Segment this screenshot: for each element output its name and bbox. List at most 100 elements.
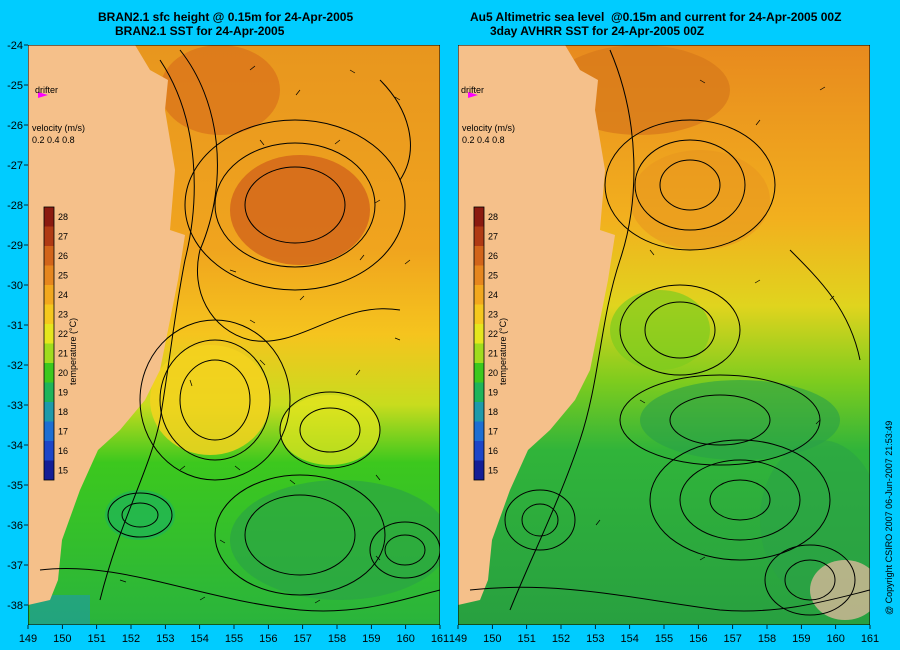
- y-tick-label: -30: [7, 280, 23, 292]
- right-contours: [469, 49, 870, 616]
- left-panel-title-line1: BRAN2.1 sfc height @ 0.15m for 24-Apr-20…: [98, 10, 354, 24]
- colorbar-tick-label: 25: [488, 271, 498, 281]
- left-map: [28, 45, 440, 625]
- y-tick-label: -32: [7, 360, 23, 372]
- copyright-text: @ Copyright CSIRO 2007 06-Jun-2007 21:53…: [884, 420, 894, 615]
- colorbar-tick-label: 16: [58, 446, 68, 456]
- right-panel-title-line2: 3day AVHRR SST for 24-Apr-2005 00Z: [490, 24, 705, 38]
- colorbar-tick-label: 24: [58, 290, 68, 300]
- colorbar-tick-label: 25: [58, 271, 68, 281]
- colorbar-swatch: [44, 324, 54, 344]
- colorbar-swatch: [474, 304, 484, 324]
- right-colorbar: 28 27 26 25 24 23 22 21 20 19 18 17 16 15: [473, 206, 498, 481]
- colorbar-tick-label: 20: [488, 368, 498, 378]
- colorbar-swatch: [44, 207, 54, 227]
- left-current-arrows: [119, 65, 411, 604]
- x-tick-label: 157: [293, 633, 311, 645]
- left-velocity-legend-title: velocity (m/s): [32, 123, 86, 133]
- colorbar-tick-label: 15: [58, 466, 68, 476]
- x-tick-label: 160: [396, 633, 414, 645]
- left-land: [28, 45, 185, 605]
- colorbar-swatch: [474, 363, 484, 383]
- colorbar-swatch: [474, 265, 484, 285]
- colorbar-swatch: [44, 226, 54, 246]
- right-velocity-legend-title: velocity (m/s): [462, 123, 516, 133]
- x-tick-label: 152: [122, 633, 140, 645]
- colorbar-swatch: [474, 460, 484, 480]
- x-tick-label: 154: [190, 633, 208, 645]
- left-panel-title-line2: BRAN2.1 SST for 24-Apr-2005: [115, 24, 285, 38]
- x-tick-label: 157: [723, 633, 741, 645]
- x-tick-label: 158: [758, 633, 776, 645]
- y-tick-label: -38: [7, 600, 23, 612]
- x-tick-label: 156: [689, 633, 707, 645]
- y-tick-label: -26: [7, 120, 23, 132]
- x-tick-label: 150: [483, 633, 501, 645]
- left-colorbar: 28 27 26 25 24 23 22 21 20 19 18 17 16 15: [43, 206, 68, 481]
- colorbar-tick-label: 19: [58, 388, 68, 398]
- colorbar-swatch: [44, 421, 54, 441]
- y-tick-label: -29: [7, 240, 23, 252]
- x-tick-label: 150: [53, 633, 71, 645]
- y-tick-label: -25: [7, 80, 23, 92]
- colorbar-swatch: [44, 363, 54, 383]
- colorbar-swatch: [44, 246, 54, 266]
- right-panel-title-line1: Au5 Altimetric sea level @0.15m and curr…: [470, 10, 842, 24]
- x-tick-label: 149: [449, 633, 467, 645]
- colorbar-swatch: [474, 402, 484, 422]
- left-x-axis: 149 150 151 152 153 154 155 156 157 158 159 160 161: [19, 625, 449, 645]
- y-tick-label: -27: [7, 160, 23, 172]
- x-tick-label: 156: [259, 633, 277, 645]
- colorbar-tick-label: 20: [58, 368, 68, 378]
- colorbar-swatch: [474, 285, 484, 305]
- colorbar-tick-label: 27: [488, 232, 498, 242]
- y-tick-label: -34: [7, 440, 23, 452]
- left-drifter-label: drifter: [35, 85, 59, 95]
- colorbar-tick-label: 24: [488, 290, 498, 300]
- right-map: [458, 45, 870, 625]
- colorbar-swatch: [44, 265, 54, 285]
- colorbar-swatch: [474, 207, 484, 227]
- left-colorbar-label: temperature (°C): [68, 317, 78, 385]
- colorbar-swatch: [44, 402, 54, 422]
- x-tick-label: 155: [225, 633, 243, 645]
- colorbar-swatch: [44, 382, 54, 402]
- colorbar-swatch: [44, 285, 54, 305]
- colorbar-tick-label: 26: [58, 251, 68, 261]
- colorbar-swatch: [474, 226, 484, 246]
- x-tick-label: 154: [620, 633, 638, 645]
- velocity-value: 0.2: [462, 135, 475, 145]
- y-tick-label: -24: [7, 40, 23, 52]
- left-velocity-legend-values: 0.2 0.4 0.8: [32, 135, 75, 145]
- y-tick-label: -36: [7, 520, 23, 532]
- right-colorbar-label: temperature (°C): [498, 317, 508, 385]
- x-tick-label: 153: [156, 633, 174, 645]
- x-tick-label: 155: [655, 633, 673, 645]
- y-tick-label: -35: [7, 480, 23, 492]
- velocity-value: 0.4: [477, 135, 490, 145]
- x-tick-label: 159: [792, 633, 810, 645]
- colorbar-swatch: [474, 246, 484, 266]
- colorbar-tick-label: 22: [58, 329, 68, 339]
- colorbar-tick-label: 17: [488, 427, 498, 437]
- y-tick-label: -37: [7, 560, 23, 572]
- velocity-value: 0.8: [492, 135, 505, 145]
- left-drifter-marker: [38, 92, 48, 98]
- colorbar-tick-label: 26: [488, 251, 498, 261]
- x-tick-label: 153: [586, 633, 604, 645]
- x-tick-label: 161: [861, 633, 879, 645]
- colorbar-tick-label: 15: [488, 466, 498, 476]
- colorbar-swatch: [474, 343, 484, 363]
- velocity-value: 0.4: [47, 135, 60, 145]
- colorbar-tick-label: 28: [488, 212, 498, 222]
- y-tick-label: -33: [7, 400, 23, 412]
- x-tick-label: 151: [517, 633, 535, 645]
- colorbar-swatch: [44, 304, 54, 324]
- colorbar-tick-label: 18: [488, 407, 498, 417]
- y-tick-label: -31: [7, 320, 23, 332]
- colorbar-swatch: [474, 382, 484, 402]
- colorbar-tick-label: 18: [58, 407, 68, 417]
- colorbar-tick-label: 28: [58, 212, 68, 222]
- x-tick-label: 152: [552, 633, 570, 645]
